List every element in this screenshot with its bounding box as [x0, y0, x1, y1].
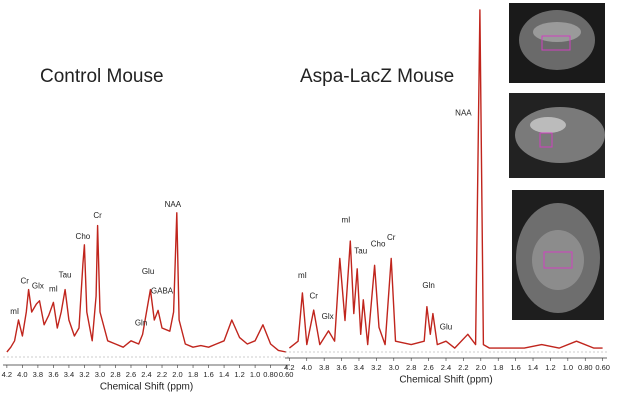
peak-label: GABA [151, 286, 174, 295]
x-tick-label: 3.0 [389, 363, 399, 372]
peak-label: Gln [135, 318, 147, 327]
peak-label: Glu [142, 267, 154, 276]
x-tick-label: 2.2 [458, 363, 468, 372]
x-tick-label: 1.6 [203, 370, 213, 379]
peak-label: mI [341, 216, 350, 225]
spectrum-line [6, 212, 287, 353]
x-tick-label: 0.80 [578, 363, 593, 372]
x-axis-label: Chemical Shift (ppm) [399, 375, 492, 386]
peak-label: mI [10, 307, 19, 316]
x-tick-label: 3.4 [354, 363, 364, 372]
chart-title: Aspa-LacZ Mouse [300, 66, 454, 87]
peak-label: Cr [309, 291, 318, 300]
x-tick-label: 1.2 [234, 370, 244, 379]
spectrum-line [288, 9, 603, 349]
x-tick-label: 2.0 [476, 363, 486, 372]
x-tick-label: 3.0 [95, 370, 105, 379]
x-tick-label: 2.0 [172, 370, 182, 379]
x-tick-label: 2.6 [423, 363, 433, 372]
x-tick-label: 1.4 [528, 363, 538, 372]
peak-label: Cr [20, 277, 29, 286]
peak-label: Glx [322, 312, 334, 321]
peak-label: Cr [387, 233, 396, 242]
x-tick-label: 1.0 [563, 363, 573, 372]
x-tick-label: 3.4 [64, 370, 74, 379]
peak-label: mI [49, 285, 58, 294]
x-tick-label: 2.2 [157, 370, 167, 379]
peak-label: Cr [93, 211, 102, 220]
peak-label: NAA [165, 200, 182, 209]
peak-label: NAA [455, 109, 472, 118]
x-tick-label: 3.8 [319, 363, 329, 372]
x-tick-label: 2.8 [110, 370, 120, 379]
x-tick-label: 4.2 [2, 370, 12, 379]
x-tick-label: 3.6 [48, 370, 58, 379]
x-tick-label: 3.6 [336, 363, 346, 372]
mri-brain [530, 117, 566, 133]
x-tick-label: 2.8 [406, 363, 416, 372]
x-tick-label: 3.2 [371, 363, 381, 372]
mri-brain [533, 22, 581, 42]
peak-label: mI [298, 271, 307, 280]
x-tick-label: 2.4 [441, 363, 451, 372]
x-tick-label: 1.0 [250, 370, 260, 379]
voxel [543, 251, 573, 269]
x-tick-label: 3.8 [33, 370, 43, 379]
x-axis-label: Chemical Shift (ppm) [100, 382, 193, 393]
peak-label: Glx [32, 282, 44, 291]
voxel [539, 132, 553, 148]
x-tick-label: 4.2 [284, 363, 294, 372]
x-tick-label: 0.80 [263, 370, 278, 379]
x-tick-label: 1.2 [545, 363, 555, 372]
mri-brain [515, 107, 605, 163]
x-tick-label: 4.0 [302, 363, 312, 372]
chart-title: Control Mouse [40, 66, 164, 87]
mri-brain [532, 230, 584, 290]
peak-label: Glu [440, 323, 452, 332]
x-tick-label: 1.6 [510, 363, 520, 372]
x-tick-label: 1.4 [219, 370, 229, 379]
peak-label: Cho [76, 232, 91, 241]
voxel [541, 35, 571, 51]
peak-label: Tau [354, 247, 367, 256]
x-tick-label: 1.8 [188, 370, 198, 379]
peak-label: Cho [371, 240, 386, 249]
x-tick-label: 0.60 [595, 363, 610, 372]
x-tick-label: 2.6 [126, 370, 136, 379]
peak-label: Tau [59, 270, 72, 279]
peak-label: Gln [422, 281, 434, 290]
x-tick-label: 0.60 [279, 370, 294, 379]
mri-images [509, 3, 605, 320]
x-tick-label: 3.2 [79, 370, 89, 379]
x-tick-label: 1.8 [493, 363, 503, 372]
x-tick-label: 2.4 [141, 370, 151, 379]
x-tick-label: 4.0 [17, 370, 27, 379]
